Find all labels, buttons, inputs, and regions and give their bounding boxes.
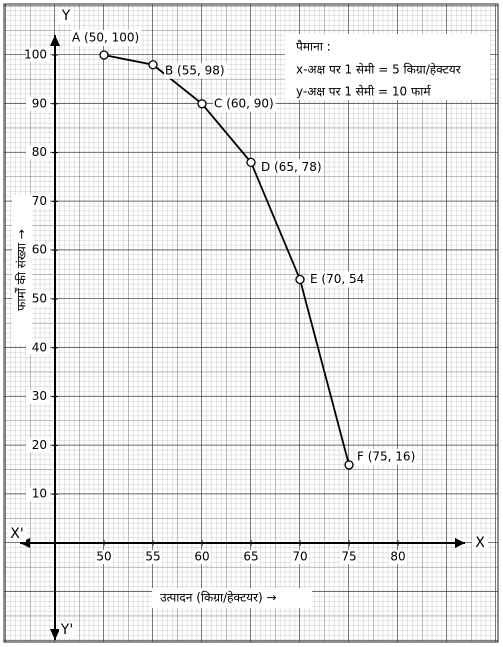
- letter-box: [59, 622, 75, 638]
- x-tick-label: 70: [292, 550, 307, 564]
- scale-x: x-अक्ष पर 1 सेमी = 5 किग्रा/हेक्टयर: [296, 63, 462, 77]
- tick-label-bg: [242, 550, 260, 564]
- tick-label-bg: [26, 243, 50, 258]
- tick-label-bg: [26, 292, 50, 306]
- letter-box: [8, 526, 26, 542]
- tick-label-bg: [26, 487, 50, 502]
- tick-label-bg: [291, 550, 309, 564]
- y-tick-label: 70: [32, 194, 47, 208]
- data-point: [197, 99, 207, 109]
- y-axis-label: फार्मों की संख्या →: [15, 229, 29, 311]
- tick-label-bg: [26, 194, 50, 209]
- tick-label-bg: [26, 389, 50, 404]
- point-label-bg: [213, 95, 276, 112]
- data-point: [246, 157, 256, 168]
- point-label: B (55, 98): [165, 63, 225, 77]
- point-label: D (65, 78): [261, 160, 322, 174]
- y-neg-arrow: [50, 629, 60, 640]
- data-point: [295, 274, 305, 285]
- y-tick-label: 20: [32, 438, 47, 452]
- scale-title: पैमाना :: [296, 40, 331, 54]
- x-neg-arrow: [20, 538, 30, 548]
- tick-label-bg: [26, 438, 50, 453]
- data-point: [344, 460, 354, 470]
- tick-label-bg: [95, 550, 113, 564]
- y-tick-label: 30: [32, 389, 47, 403]
- axis-letter: X: [475, 535, 485, 551]
- y-tick-label: 40: [32, 340, 47, 354]
- y-tick-label: 10: [32, 487, 47, 501]
- y-tick-label: 50: [32, 292, 47, 306]
- x-tick-label: 50: [96, 550, 111, 564]
- data-point: [99, 50, 109, 60]
- x-arrow: [455, 538, 465, 548]
- tick-label-bg: [193, 550, 211, 564]
- y-arrow: [50, 35, 60, 46]
- axis-letter: X': [10, 526, 23, 542]
- tick-label-bg: [26, 145, 50, 160]
- tick-label-bg: [26, 340, 50, 355]
- axis-letter: Y: [61, 8, 71, 24]
- point-label: E (70, 54: [310, 272, 364, 286]
- point-label-bg: [164, 62, 227, 79]
- point-label-bg: [71, 30, 142, 46]
- x-tick-label: 60: [194, 550, 209, 564]
- data-line: [103, 54, 350, 466]
- data-point: [148, 60, 158, 70]
- point-label: C (60, 90): [214, 96, 274, 110]
- letter-box: [59, 8, 73, 24]
- scale-y: y-अक्ष पर 1 सेमी = 10 फार्म: [296, 85, 431, 99]
- axis-letter: Y': [60, 622, 73, 638]
- x-tick-label: 80: [390, 550, 405, 564]
- x-tick-label: 55: [145, 550, 160, 564]
- tick-label-bg: [26, 48, 50, 62]
- y-label-box: [12, 195, 32, 345]
- tick-label-bg: [26, 96, 50, 111]
- y-tick-label: 80: [32, 145, 47, 159]
- letter-box: [472, 534, 488, 552]
- tick-label-bg: [144, 550, 162, 564]
- point-label-bg: [356, 448, 418, 465]
- x-label-box: [152, 588, 312, 608]
- tick-label-bg: [389, 550, 407, 564]
- point-label-bg: [260, 159, 324, 176]
- x-tick-label: 65: [243, 550, 258, 564]
- point-label: F (75, 16): [357, 449, 415, 463]
- y-tick-label: 60: [32, 243, 47, 257]
- point-label-bg: [309, 271, 367, 288]
- x-axis-label: उत्पादन (किग्रा/हेक्टयर) →: [160, 591, 277, 605]
- y-tick-label: 90: [32, 96, 47, 110]
- x-tick-label: 75: [341, 550, 356, 564]
- point-label: A (50, 100): [72, 31, 139, 45]
- tick-label-bg: [340, 550, 358, 564]
- y-tick-label: 100: [24, 48, 47, 62]
- scale-box: [285, 34, 490, 100]
